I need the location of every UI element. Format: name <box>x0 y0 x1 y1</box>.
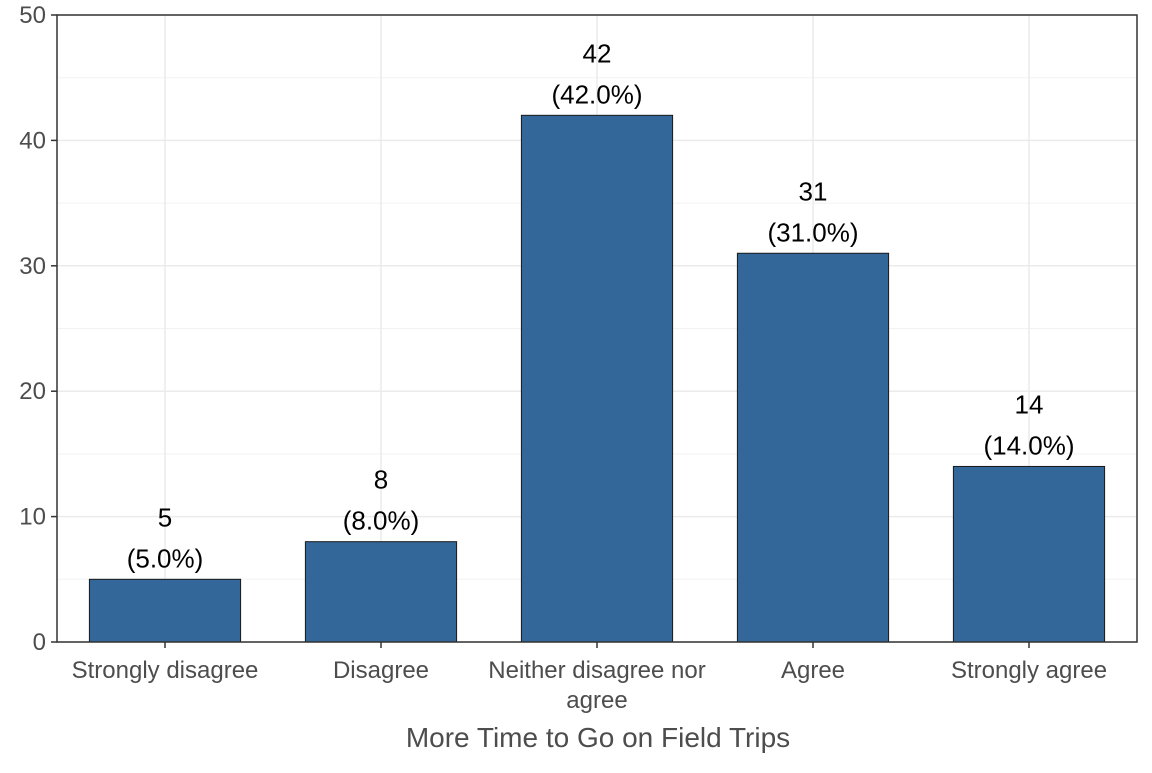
y-tick-label: 0 <box>33 629 46 656</box>
data-label-percent: (5.0%) <box>127 543 204 573</box>
x-tick-label: Strongly disagree <box>72 657 259 684</box>
x-tick-label: Disagree <box>333 657 429 684</box>
y-tick-label: 20 <box>19 378 46 405</box>
y-tick-label: 30 <box>19 253 46 280</box>
bar <box>736 252 890 643</box>
data-label-count: 8 <box>374 465 388 495</box>
data-labels: 5 (5.0%) 8 (8.0%) 42 (42.0%) 31 (31.0%) 14 (14.0%… <box>127 38 1075 573</box>
data-label-percent: (8.0%) <box>343 506 420 536</box>
y-tick-label: 40 <box>19 127 46 154</box>
y-tick-label: 10 <box>19 504 46 531</box>
bars <box>88 114 1106 643</box>
bar <box>88 578 242 643</box>
x-tick-label: Strongly agree <box>951 657 1107 684</box>
data-label-count: 31 <box>799 176 828 206</box>
bar <box>304 541 458 643</box>
data-label-percent: (14.0%) <box>983 430 1074 460</box>
bar <box>952 465 1106 643</box>
data-label-count: 42 <box>583 38 612 68</box>
x-axis-title: More Time to Go on Field Trips <box>406 722 790 753</box>
data-label-percent: (31.0%) <box>767 217 858 247</box>
data-label-count: 5 <box>158 502 172 532</box>
x-tick-label: Neither disagree nor agree <box>488 657 705 714</box>
data-label-percent: (42.0%) <box>551 79 642 109</box>
bar <box>520 114 674 643</box>
data-label-count: 14 <box>1015 389 1044 419</box>
x-tick-label: Agree <box>781 657 845 684</box>
y-tick-label: 50 <box>19 2 46 29</box>
axes: 0 10 20 30 40 50 Strongly disagree Disagree Neit… <box>19 2 1138 714</box>
